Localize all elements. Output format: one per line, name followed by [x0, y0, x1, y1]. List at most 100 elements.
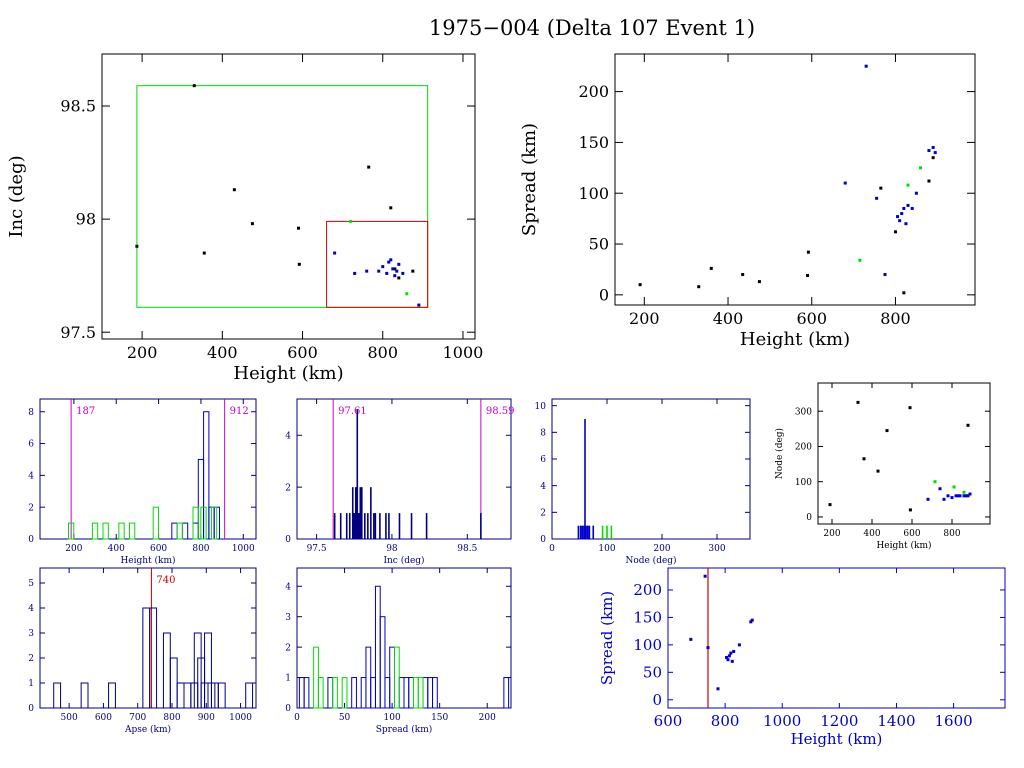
- apse-histogram-frame: [39, 567, 257, 709]
- node-histogram-frame: [551, 398, 751, 540]
- inc-vs-height-point: [365, 269, 369, 273]
- apse-histogram-ytick-label: 1: [28, 679, 34, 689]
- spread-vs-height-ytick-label: 50: [589, 235, 609, 254]
- spread-histogram-xtick-label: 50: [339, 713, 351, 723]
- spread-vs-height-point: [902, 206, 906, 210]
- inc-histogram-marker-label: 98.59: [486, 406, 515, 417]
- node-vs-height-point: [828, 503, 832, 507]
- inc-vs-height-point: [381, 265, 385, 269]
- node-histogram-chart: 0 100 200 300 0 2 4 6 8 10 Node (deg): [535, 398, 751, 566]
- spread-vs-height-wide-chart: 600 800 1000 1200 1400 1600 0 50 100 150 200 Height…: [598, 567, 1006, 748]
- height-histogram-bar: [176, 522, 183, 540]
- node-vs-height-point: [926, 497, 930, 501]
- spread-histogram-bar: [360, 677, 367, 709]
- apse-histogram-bar: [108, 682, 116, 709]
- spread-vs-height-point: [927, 149, 931, 153]
- spread-histogram-ytick-label: 2: [285, 643, 291, 653]
- spread-vs-height-point: [741, 273, 745, 277]
- node-vs-height-point: [862, 457, 866, 461]
- spread-vs-height-ytick-label: 100: [578, 184, 609, 203]
- spread-histogram-bar: [303, 677, 310, 709]
- height-histogram-ytick-label: 4: [28, 472, 34, 482]
- inc-histogram-ytick-label: 4: [285, 431, 291, 441]
- inc-histogram-frame: [296, 398, 512, 540]
- inc-vs-height-xtick-label: 400: [207, 343, 238, 362]
- inc-vs-height-point: [393, 274, 397, 278]
- height-histogram-xtick-label: 600: [150, 544, 167, 554]
- inc-vs-height-ytick-label: 98.5: [60, 97, 96, 116]
- spread-histogram-bar: [503, 677, 510, 709]
- inc-vs-height-ylabel: Inc (deg): [6, 155, 27, 237]
- height-histogram-xtick-label: 400: [108, 544, 125, 554]
- apse-histogram-bar: [183, 682, 192, 709]
- height-histogram-frame: [39, 398, 257, 540]
- inc-vs-height-point: [391, 267, 395, 271]
- inc-vs-height-xtick-label: 600: [287, 343, 318, 362]
- node-vs-height-point: [956, 494, 960, 498]
- spread-vs-height-ylabel: Spread (km): [519, 123, 540, 236]
- inc-vs-height-point: [353, 271, 357, 275]
- height-histogram-bar: [91, 522, 99, 540]
- node-histogram-xtick-label: 100: [598, 544, 615, 554]
- inc-vs-height-point: [385, 271, 389, 275]
- node-vs-height-point: [856, 400, 860, 404]
- apse-histogram-bar: [169, 657, 178, 709]
- spread-vs-height-point: [906, 183, 910, 187]
- spread-histogram-ytick-label: 3: [285, 613, 291, 623]
- spread-histogram-bar: [389, 646, 395, 709]
- spread-vs-height-wide-xtick-label: 1600: [934, 712, 972, 730]
- height-histogram-bar: [128, 522, 136, 540]
- spread-histogram-xlabel: Spread (km): [376, 724, 433, 735]
- spread-histogram-bar: [432, 677, 438, 709]
- spread-vs-height-point: [893, 230, 897, 234]
- spread-vs-height-chart: 200 400 600 800 0 50 100 150 200 Height (km) Sprea…: [519, 53, 976, 350]
- spread-histogram-bar: [341, 677, 348, 709]
- node-histogram-xtick-label: 300: [708, 544, 725, 554]
- spread-vs-height-point: [904, 222, 908, 226]
- spread-vs-height-point: [864, 64, 868, 68]
- node-vs-height-point: [964, 494, 968, 498]
- apse-histogram-ytick-label: 4: [28, 604, 34, 614]
- spread-vs-height-wide-point: [737, 643, 741, 647]
- spread-vs-height-xtick-label: 600: [796, 309, 827, 328]
- spread-vs-height-point: [709, 266, 713, 270]
- inc-vs-height-xtick-label: 200: [127, 343, 158, 362]
- spread-vs-height-point: [806, 274, 810, 278]
- spread-histogram-bar: [332, 677, 338, 709]
- node-histogram-ytick-label: 0: [540, 535, 546, 545]
- spread-vs-height-point: [900, 212, 904, 216]
- apse-histogram-xtick-label: 500: [61, 713, 78, 723]
- spread-vs-height-point: [875, 196, 879, 200]
- spread-vs-height-xtick-label: 200: [629, 309, 660, 328]
- spread-vs-height-ytick-label: 0: [599, 285, 609, 304]
- inc-vs-height-point: [232, 188, 236, 192]
- spread-vs-height-point: [883, 273, 887, 277]
- spread-vs-height-wide-point: [716, 687, 720, 691]
- height-histogram-bar: [181, 522, 189, 540]
- inc-vs-height-box: [136, 85, 429, 308]
- inc-vs-height-point: [387, 260, 391, 264]
- node-vs-height-point: [958, 494, 962, 498]
- spread-vs-height-wide-point: [730, 659, 734, 663]
- height-histogram-chart: 200 400 600 800 1000 0 2 4 6 8 Height (km) 187 912: [28, 398, 257, 566]
- inc-vs-height-point: [401, 271, 405, 275]
- height-histogram-ytick-label: 6: [28, 440, 34, 450]
- inc-vs-height-xlabel: Height (km): [233, 363, 343, 384]
- spread-histogram-ytick-label: 0: [285, 704, 291, 714]
- node-vs-height-xtick-label: 200: [823, 529, 840, 539]
- spread-histogram-bar: [351, 677, 357, 709]
- inc-vs-height-point: [389, 258, 393, 262]
- node-vs-height-ylabel: Node (deg): [774, 428, 785, 479]
- spread-histogram-ytick-label: 1: [285, 674, 291, 684]
- inc-vs-height-point: [297, 226, 301, 230]
- node-histogram-xlabel: Node (deg): [625, 555, 676, 566]
- spread-vs-height-wide-xtick-label: 1000: [763, 712, 801, 730]
- node-vs-height-point: [966, 423, 970, 427]
- height-histogram-xtick-label: 800: [192, 544, 209, 554]
- spread-vs-height-point: [931, 145, 935, 149]
- node-vs-height-point: [908, 508, 912, 512]
- inc-vs-height-frame: [101, 53, 476, 340]
- spread-vs-height-point: [919, 166, 923, 170]
- inc-vs-height-point: [202, 251, 206, 255]
- spread-histogram-bar: [317, 677, 324, 709]
